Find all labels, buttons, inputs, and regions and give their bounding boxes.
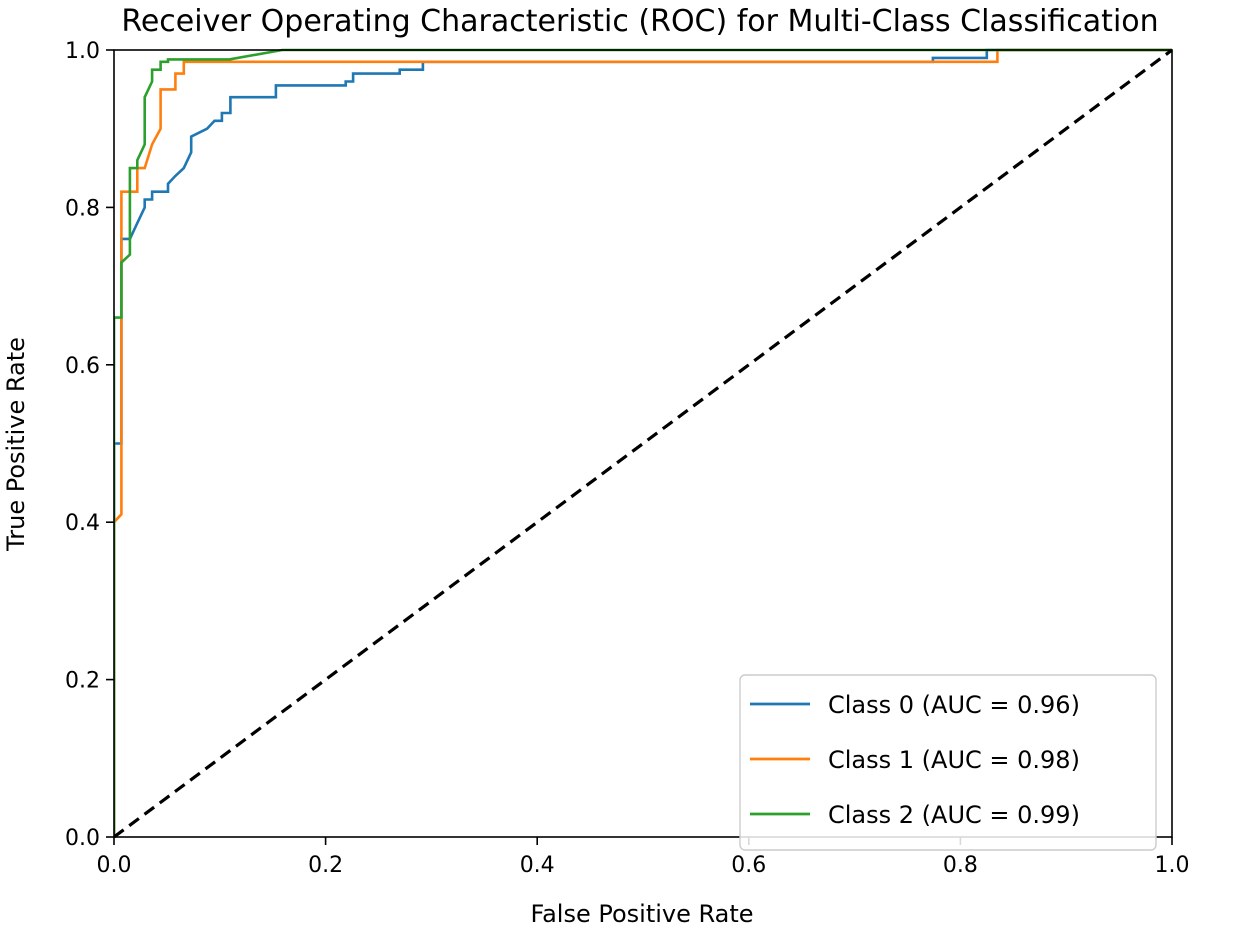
x-axis-label: False Positive Rate: [530, 900, 753, 926]
chart-title: Receiver Operating Characteristic (ROC) …: [121, 4, 1158, 39]
plot-area: 0.0 0.2 0.4 0.6 0.8 1.0 0.0 0.2 0.4 0.6 0.8 1.0: [65, 39, 1190, 878]
legend-label: Class 2 (AUC = 0.99): [828, 801, 1080, 829]
legend-label: Class 0 (AUC = 0.96): [828, 691, 1080, 719]
x-tick-label: 0.6: [731, 853, 766, 878]
diagonal-reference-line: [114, 48, 1173, 839]
legend: Class 0 (AUC = 0.96) Class 1 (AUC = 0.98)…: [739, 674, 1157, 851]
series-lines: [114, 48, 1173, 839]
series-line-class-1: [114, 48, 1172, 837]
axes-frame: [113, 49, 1173, 838]
y-tick-label: 1.0: [65, 39, 100, 64]
x-tick-label: 0.4: [520, 853, 555, 878]
legend-box: [739, 674, 1157, 851]
y-axis-label: True Positive Rate: [2, 337, 30, 552]
y-tick-label: 0.8: [65, 196, 100, 221]
x-tick-label: 1.0: [1155, 853, 1190, 878]
series-line-class-2: [114, 48, 1172, 837]
y-tick-label: 0.4: [65, 511, 100, 536]
x-tick-label: 0.8: [943, 853, 978, 878]
y-tick-label: 0.6: [65, 354, 100, 379]
x-tick-label: 0.0: [97, 853, 132, 878]
x-tick-label: 0.2: [308, 853, 343, 878]
series-line-class-0: [114, 48, 1172, 837]
legend-label: Class 1 (AUC = 0.98): [828, 746, 1080, 774]
y-tick-label: 0.2: [65, 669, 100, 694]
y-tick-label: 0.0: [65, 826, 100, 851]
